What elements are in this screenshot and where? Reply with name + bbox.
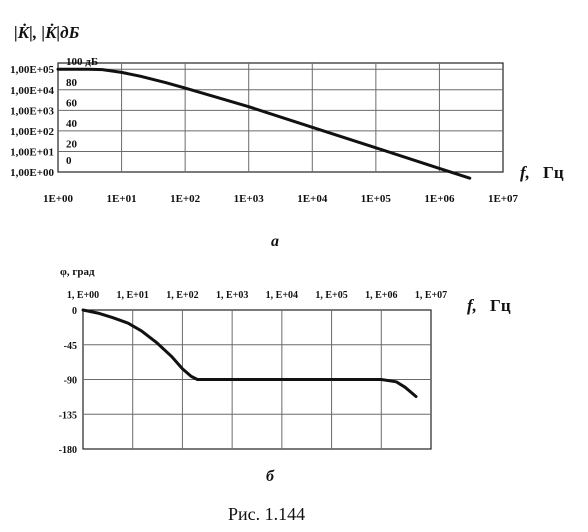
magnitude-xtick-label: 1E+06 [424,193,455,205]
phase-chart: φ, град 0 -45 -90 -135 -180 1, E+00 1, E+01 1,… [59,266,511,485]
magnitude-db-tick-label: 40 [66,118,78,130]
magnitude-panel-label: а [271,233,279,250]
phase-xtick-label: 1, E+04 [266,290,298,301]
phase-ytick-label: -45 [64,341,77,352]
magnitude-ytick-label: 1,00E+00 [10,167,54,179]
phase-xtick-label: 1, E+06 [365,290,397,301]
magnitude-xtick-label: 1E+00 [43,193,74,205]
magnitude-xlabel-var: f, [520,163,530,182]
phase-ylabel: φ, град [60,266,95,278]
figure-caption: Рис. 1.144 [228,504,305,524]
magnitude-db-tick-label: 100 дБ [66,56,98,68]
phase-xlabel-unit: Гц [490,296,511,315]
magnitude-xtick-label: 1E+02 [170,193,201,205]
magnitude-ytick-label: 1,00E+01 [10,146,54,158]
magnitude-xtick-label: 1E+01 [107,193,137,205]
magnitude-xtick-label: 1E+05 [361,193,392,205]
magnitude-db-tick-label: 80 [66,77,78,89]
phase-ytick-label: -90 [64,376,77,387]
magnitude-ytick-label: 1,00E+03 [10,105,54,117]
phase-xlabel-var: f, [467,296,477,315]
phase-series-line [81,308,418,398]
phase-ytick-label: -180 [59,445,77,456]
magnitude-xlabel-unit: Гц [543,163,564,182]
magnitude-ytick-label: 1,00E+05 [10,64,54,76]
magnitude-plot-frame [57,62,504,173]
phase-ytick-label: -135 [59,410,77,421]
magnitude-db-tick-label: 60 [66,97,78,109]
phase-ytick-label: 0 [72,306,77,317]
phase-xtick-label: 1, E+00 [67,290,99,301]
magnitude-ylabel: |K̇|, |K̇|дБ [14,23,80,42]
magnitude-db-tick-label: 20 [66,138,78,150]
phase-xtick-label: 1, E+07 [415,290,447,301]
magnitude-ytick-label: 1,00E+04 [10,85,54,97]
magnitude-chart: |K̇|, |K̇|дБ 1,00E+00 1,00E+01 1,00E+02 1,0… [10,23,564,250]
phase-xtick-label: 1, E+01 [117,290,149,301]
phase-panel-label: б [266,468,275,485]
phase-xtick-label: 1, E+05 [315,290,347,301]
magnitude-db-tick-label: 0 [66,155,72,167]
phase-xtick-label: 1, E+02 [166,290,198,301]
magnitude-xtick-label: 1E+03 [234,193,265,205]
magnitude-xtick-label: 1E+04 [297,193,328,205]
phase-xtick-label: 1, E+03 [216,290,248,301]
magnitude-ytick-label: 1,00E+02 [10,126,54,138]
magnitude-xtick-label: 1E+07 [488,193,519,205]
magnitude-series-line [56,67,472,180]
